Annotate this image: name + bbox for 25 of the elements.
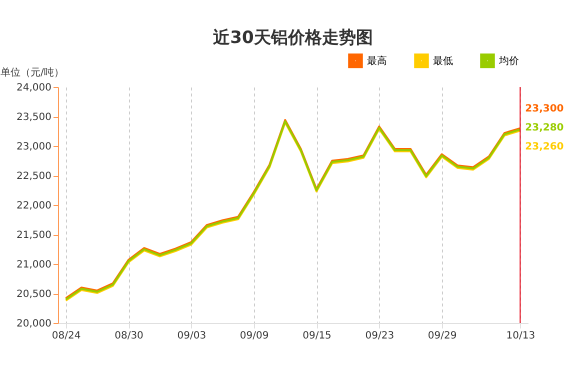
x-tick-label: 08/24	[52, 330, 81, 342]
y-axis-title: 单位（元/吨）	[0, 66, 64, 78]
y-tick-label: 22,500	[16, 171, 52, 182]
x-tick-label: 09/09	[240, 330, 269, 342]
annotation: 23,280	[525, 122, 564, 134]
y-tick-label: 20,500	[16, 289, 52, 300]
y-tick-label: 24,000	[16, 82, 52, 94]
y-tick-label: 21,000	[16, 260, 52, 270]
legend-label: 最低	[433, 56, 453, 67]
legend-label: 均价	[498, 54, 519, 67]
annotation: 23,300	[525, 103, 564, 114]
x-tick-label: 09/03	[177, 330, 206, 342]
x-tick-label: 10/13	[506, 330, 536, 342]
x-tick-label: 09/29	[428, 330, 457, 342]
chart-title: 近30天铝价格走势图	[212, 28, 373, 48]
x-tick-label: 09/23	[365, 330, 394, 342]
y-tick-label: 20,000	[16, 318, 52, 330]
y-tick-label: 21,500	[16, 230, 52, 241]
x-tick-label: 09/15	[302, 330, 332, 342]
legend-label: 最高	[367, 54, 387, 67]
annotation: 23,260	[525, 142, 564, 153]
y-tick-label: 23,500	[16, 112, 52, 123]
y-tick-label: 23,000	[16, 142, 52, 152]
x-tick-label: 08/30	[114, 330, 144, 342]
y-tick-label: 22,000	[16, 200, 52, 212]
